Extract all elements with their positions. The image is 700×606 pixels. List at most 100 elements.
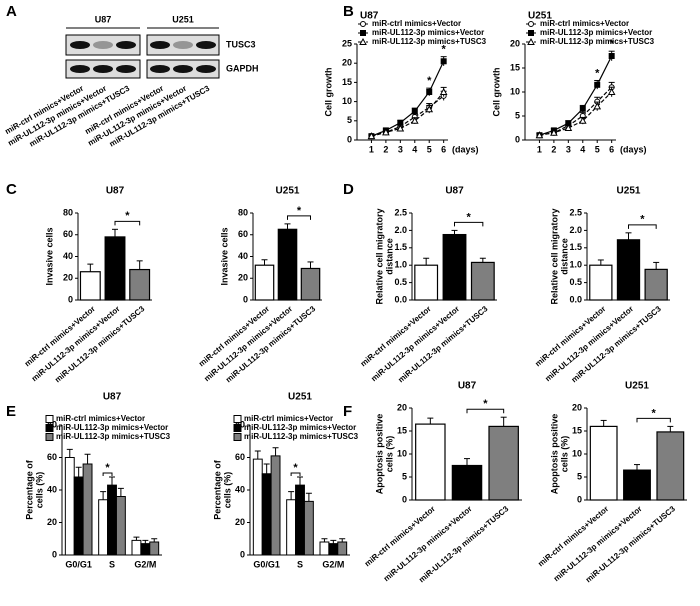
legend-label: miR-UL112-3p mimics+TUSC3 [244, 432, 359, 441]
chart-title: U251 [288, 392, 312, 403]
marker [410, 116, 419, 124]
y-tick-label: 1.0 [394, 260, 407, 270]
y-tick-label: 2.5 [569, 207, 582, 217]
bar [115, 496, 126, 556]
y-tick-label: 0 [68, 294, 73, 304]
legend-label: miR-UL112-3p mimics+Vector [56, 423, 168, 432]
significance-bracket [290, 472, 301, 476]
panel-letter: A [6, 3, 17, 20]
band [173, 41, 193, 49]
bar [300, 267, 321, 301]
bar [295, 484, 305, 556]
y-tick-label: 60 [238, 229, 248, 239]
y-tick-label: 40 [63, 251, 73, 261]
band [173, 65, 193, 73]
y-axis-label: cells (%) [559, 436, 569, 473]
group-label: U87 [95, 14, 112, 24]
y-tick-label: 0 [577, 494, 582, 504]
y-tick-label: 5 [347, 115, 352, 125]
x-tick-label: S [109, 559, 115, 569]
y-tick-label: 20 [510, 38, 520, 48]
panel-letter: B [343, 3, 354, 20]
annotation: * [297, 205, 302, 217]
y-tick-label: 2.5 [394, 207, 407, 217]
protein-label: GAPDH [226, 63, 259, 73]
annotation: * [125, 210, 130, 222]
bar [414, 264, 439, 301]
legend-swatch [233, 424, 242, 432]
legend-marker [528, 21, 534, 27]
marker [425, 105, 434, 113]
legend-label: miR-UL112-3p mimics+Vector [244, 423, 356, 432]
panel-letter: F [343, 403, 352, 420]
significance-bracket [102, 472, 113, 476]
x-tick-label: 6 [609, 144, 614, 154]
x-tick-label: 3 [566, 144, 571, 154]
chart-title: U87 [103, 392, 122, 403]
x-tick-label: 2 [383, 144, 388, 154]
chart-title: U251 [528, 11, 552, 22]
annotation: * [652, 407, 657, 419]
legend-swatch [233, 433, 242, 441]
bar [470, 261, 495, 301]
bar [451, 464, 483, 501]
band [93, 41, 113, 49]
x-tick-label: 1 [537, 144, 542, 154]
y-tick-label: 20 [342, 58, 352, 68]
y-tick-label: 2.0 [394, 225, 407, 235]
y-tick-label: 10 [342, 96, 352, 106]
series-line [371, 91, 445, 137]
y-tick-label: 10 [510, 86, 520, 96]
legend-label: miR-UL112-3p mimics+Vector [372, 28, 484, 37]
y-axis-label: Percentage of [24, 459, 34, 520]
annotation: * [442, 44, 447, 56]
x-tick-label: 6 [441, 144, 446, 154]
bar [644, 268, 668, 301]
y-axis-label: Relative cell migratory [549, 208, 559, 304]
bar [98, 499, 109, 556]
y-tick-label: 0 [52, 549, 57, 559]
legend-label: miR-UL112-3p mimics+TUSC3 [540, 37, 655, 46]
annotation: * [595, 67, 600, 79]
y-axis-label: Cell growth [323, 68, 333, 117]
y-axis-label: Apoptosis positive [549, 414, 559, 495]
significance-bracket [114, 220, 141, 226]
bar [129, 268, 151, 301]
y-tick-label: 5 [515, 110, 520, 120]
protein-label: TUSC3 [226, 39, 256, 49]
bar [589, 425, 618, 501]
legend-label: miR-ctrl mimics+Vector [372, 19, 461, 28]
legend-swatch [45, 415, 54, 423]
y-tick-label: 0.0 [569, 294, 582, 304]
bar [616, 239, 641, 301]
marker [411, 108, 418, 115]
bar [415, 423, 446, 501]
significance-bracket [628, 224, 657, 229]
y-tick-label: 40 [47, 484, 57, 494]
y-tick-label: 0.5 [569, 277, 582, 287]
y-tick-label: 60 [63, 229, 73, 239]
legend-label: miR-ctrl mimics+Vector [244, 414, 333, 423]
y-tick-label: 15 [397, 425, 407, 435]
marker [535, 131, 544, 139]
significance-bracket [454, 221, 484, 227]
series-line [539, 86, 613, 136]
y-tick-label: 20 [63, 273, 73, 283]
y-tick-label: 15 [342, 77, 352, 87]
x-tick-label: 2 [551, 144, 556, 154]
y-tick-label: 5 [577, 471, 582, 481]
bar [149, 541, 160, 556]
bar [589, 264, 613, 301]
bar [270, 455, 281, 556]
x-tick-label: G2/M [322, 559, 344, 569]
marker [426, 89, 433, 95]
blot-box [65, 34, 141, 56]
marker [578, 116, 587, 124]
x-tick-label: 1 [369, 144, 374, 154]
group-label: U251 [172, 14, 194, 24]
y-tick-label: 10 [572, 448, 582, 458]
bar [328, 543, 339, 556]
marker [594, 81, 601, 88]
legend-label: miR-ctrl mimics+Vector [56, 414, 145, 423]
